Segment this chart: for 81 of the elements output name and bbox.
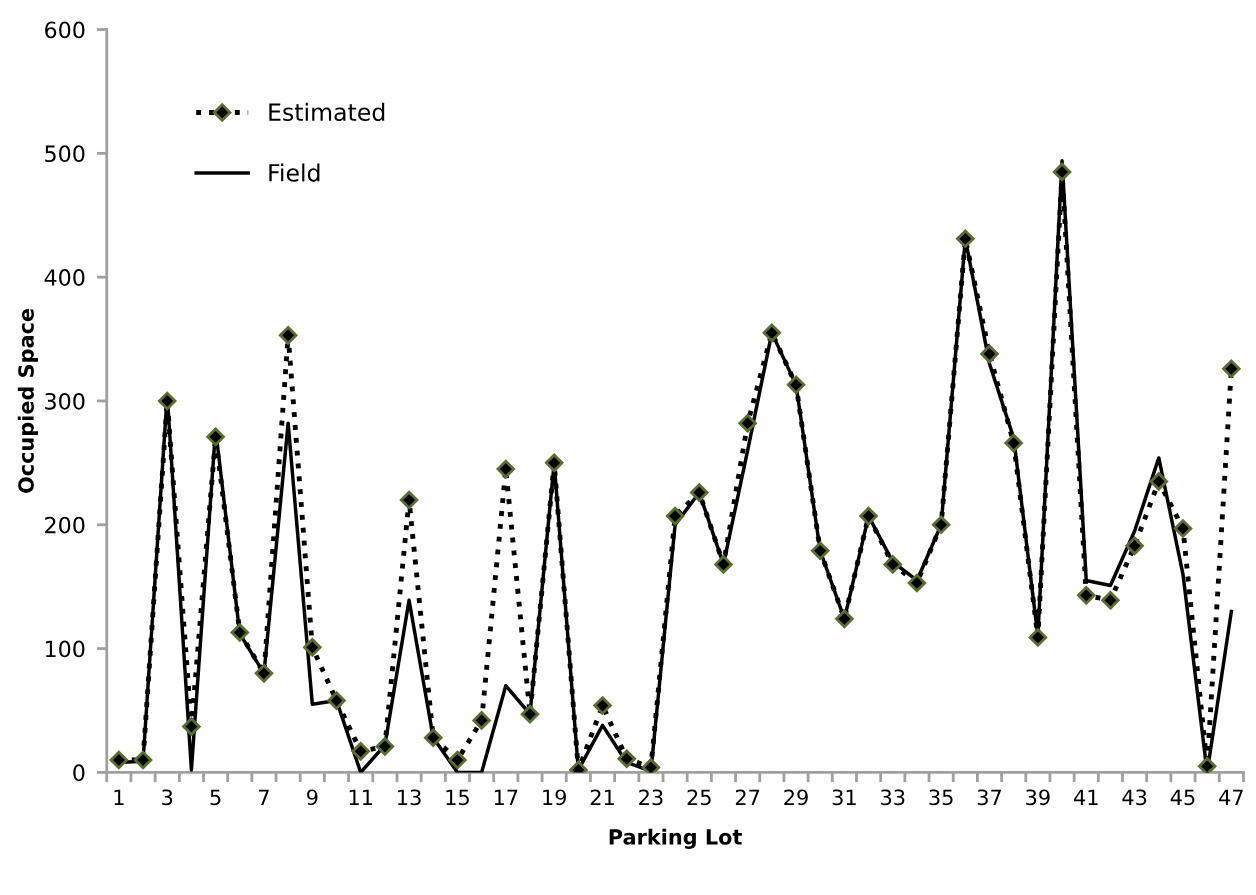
point bbox=[690, 483, 709, 502]
y-tick-label: 400 bbox=[44, 269, 85, 286]
x-tick-label: 13 bbox=[398, 789, 421, 806]
x-tick-label: 19 bbox=[543, 789, 566, 806]
point bbox=[1149, 472, 1169, 491]
point bbox=[956, 229, 975, 249]
point bbox=[109, 750, 129, 770]
point bbox=[980, 344, 999, 364]
point bbox=[1222, 359, 1241, 379]
x-tick-label: 43 bbox=[1122, 789, 1147, 806]
point bbox=[810, 541, 830, 561]
legend-label: Estimated bbox=[269, 102, 385, 122]
y-axis-title: Occupied Space bbox=[17, 308, 38, 493]
x-tick-label: 29 bbox=[784, 789, 808, 806]
legend-label: Field bbox=[269, 163, 320, 182]
point bbox=[883, 555, 903, 574]
point bbox=[641, 758, 661, 773]
x-tick-label: 23 bbox=[639, 789, 663, 806]
point bbox=[835, 609, 854, 629]
x-tick-label: 5 bbox=[210, 789, 221, 806]
y-tick-label: 300 bbox=[45, 392, 85, 410]
point bbox=[786, 375, 806, 395]
point bbox=[665, 506, 685, 526]
x-tick-label: 1 bbox=[114, 789, 124, 805]
point bbox=[230, 623, 250, 642]
point bbox=[617, 749, 636, 769]
point bbox=[931, 515, 951, 535]
x-tick-label: 47 bbox=[1219, 789, 1243, 805]
point bbox=[303, 638, 322, 657]
x-tick-label: 27 bbox=[735, 789, 760, 805]
point bbox=[133, 750, 153, 770]
point bbox=[448, 750, 467, 770]
point bbox=[254, 664, 274, 683]
point bbox=[182, 717, 201, 736]
x-tick-label: 45 bbox=[1170, 789, 1195, 806]
point bbox=[762, 323, 782, 343]
x-tick-label: 37 bbox=[977, 789, 1001, 806]
point bbox=[714, 555, 733, 574]
point bbox=[278, 326, 298, 345]
point bbox=[424, 728, 443, 747]
y-tick-label: 600 bbox=[45, 21, 85, 39]
x-tick-label: 15 bbox=[446, 789, 469, 806]
point bbox=[472, 711, 491, 730]
x-tick-label: 33 bbox=[881, 789, 905, 806]
point bbox=[351, 742, 370, 761]
y-tick-label: 100 bbox=[45, 640, 85, 658]
x-tick-label: 41 bbox=[1074, 789, 1098, 805]
point bbox=[593, 696, 612, 715]
y-tick-label: 0 bbox=[73, 764, 85, 782]
x-tick-label: 7 bbox=[259, 789, 269, 805]
x-tick-label: 31 bbox=[832, 789, 856, 806]
point bbox=[1125, 536, 1144, 556]
point bbox=[544, 453, 564, 473]
point bbox=[1197, 756, 1217, 773]
x-tick-label: 39 bbox=[1026, 789, 1050, 806]
point bbox=[1076, 586, 1096, 605]
y-tick-label: 200 bbox=[45, 516, 85, 534]
point bbox=[327, 691, 346, 710]
point bbox=[520, 704, 540, 724]
x-axis-title: Parking Lot bbox=[609, 828, 742, 849]
x-tick-label: 11 bbox=[349, 789, 373, 805]
y-tick-label: 500 bbox=[45, 145, 85, 163]
point bbox=[1173, 519, 1193, 538]
x-tick-label: 3 bbox=[162, 789, 173, 806]
x-tick-label: 35 bbox=[929, 789, 953, 806]
point bbox=[496, 459, 516, 479]
x-tick-label: 9 bbox=[307, 789, 318, 806]
point bbox=[206, 427, 225, 447]
point bbox=[157, 391, 177, 411]
point bbox=[1101, 591, 1120, 610]
x-tick-label: 21 bbox=[590, 789, 614, 805]
x-tick-label: 17 bbox=[494, 789, 518, 805]
point bbox=[1004, 433, 1023, 453]
point bbox=[907, 573, 927, 593]
point bbox=[859, 506, 878, 526]
x-tick-label: 25 bbox=[687, 789, 711, 806]
point bbox=[375, 737, 395, 756]
point bbox=[738, 414, 757, 433]
point bbox=[1052, 162, 1072, 182]
point bbox=[399, 490, 419, 510]
point bbox=[1028, 628, 1048, 647]
